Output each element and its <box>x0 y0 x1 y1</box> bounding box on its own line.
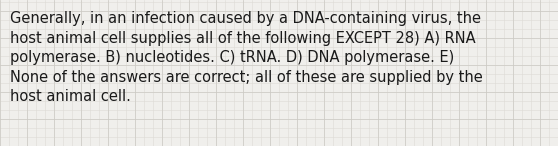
Text: Generally, in an infection caused by a DNA-containing virus, the
host animal cel: Generally, in an infection caused by a D… <box>10 11 483 104</box>
